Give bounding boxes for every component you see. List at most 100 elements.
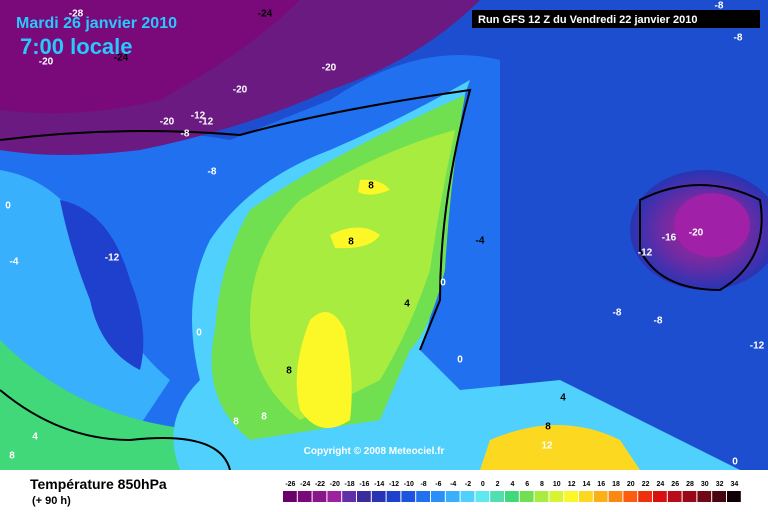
legend-swatch — [327, 491, 342, 502]
legend-swatch — [727, 491, 741, 502]
contour-label: 4 — [404, 299, 410, 310]
legend-swatch — [445, 491, 460, 502]
legend-label: 8 — [540, 481, 544, 488]
legend-swatch — [490, 491, 504, 502]
contour-label: -28 — [69, 9, 84, 20]
legend-swatch — [431, 491, 445, 502]
contour-label: -8 — [715, 1, 724, 12]
legend-swatch — [653, 491, 667, 502]
contour-label: -4 — [476, 236, 485, 247]
time-title: 7:00 locale — [20, 34, 133, 59]
contour-label: 0 — [5, 201, 11, 212]
legend-swatch — [505, 491, 519, 502]
legend-swatch — [697, 491, 712, 502]
legend-scale: -26 -24 -22 -20 -18 -16 -14 -12 -10 -8 -6 -4 -2 0 2 4 6 8… — [283, 481, 741, 502]
legend-label: 6 — [525, 481, 529, 488]
legend-label: 28 — [686, 481, 694, 488]
legend-label: -18 — [345, 481, 355, 488]
legend-label: 16 — [597, 481, 605, 488]
contour-label: -12 — [638, 248, 653, 259]
legend-label: 0 — [481, 481, 485, 488]
contour-label: -20 — [160, 117, 175, 128]
legend-label: -20 — [330, 481, 340, 488]
legend-title: Température 850hPa — [30, 476, 167, 492]
legend-label: 32 — [716, 481, 724, 488]
contour-label: -20 — [233, 85, 248, 96]
legend-label: 30 — [701, 481, 709, 488]
contour-label: -12 — [105, 253, 120, 264]
contour-label: 8 — [233, 417, 239, 428]
copyright: Copyright © 2008 Meteociel.fr — [304, 446, 445, 457]
legend-swatch — [416, 491, 430, 502]
legend-swatch — [667, 491, 682, 502]
legend-label: 26 — [671, 481, 679, 488]
contour-label: -8 — [613, 308, 622, 319]
legend-swatch — [401, 491, 416, 502]
legend-label: -2 — [465, 481, 471, 488]
legend-label: -26 — [285, 481, 295, 488]
legend-label: -10 — [404, 481, 414, 488]
run-info: Run GFS 12 Z du Vendredi 22 janvier 2010 — [478, 14, 697, 26]
contour-label: 8 — [261, 412, 267, 423]
contour-label: 8 — [9, 451, 15, 462]
contour-label: 4 — [32, 432, 38, 443]
legend-swatch — [342, 491, 356, 502]
contour-label: -24 — [258, 9, 273, 20]
contour-label: -8 — [654, 316, 663, 327]
contour-label: 8 — [545, 422, 551, 433]
legend-swatch — [519, 491, 534, 502]
date-title: Mardi 26 janvier 2010 — [16, 15, 177, 32]
legend-label: -12 — [389, 481, 399, 488]
contour-label: -8 — [181, 129, 190, 140]
contour-label: -24 — [114, 53, 129, 64]
contour-label: 0 — [440, 278, 446, 289]
legend-label: -8 — [420, 481, 426, 488]
legend-swatch — [475, 491, 490, 502]
legend-swatch — [593, 491, 608, 502]
contour-label: -8 — [734, 33, 743, 44]
contour-label: -12 — [191, 111, 206, 122]
legend-label: -24 — [300, 481, 310, 488]
legend-swatch — [579, 491, 593, 502]
legend-label: 24 — [657, 481, 665, 488]
legend-label: -16 — [359, 481, 369, 488]
contour-label: 4 — [560, 393, 566, 404]
legend-subtitle: (+ 90 h) — [32, 495, 71, 507]
contour-label: 0 — [732, 457, 738, 468]
legend-swatch — [460, 491, 475, 502]
legend-label: 18 — [612, 481, 620, 488]
legend-swatch — [357, 491, 371, 502]
run-box — [472, 10, 760, 28]
legend-label: 22 — [642, 481, 650, 488]
contour-label: -12 — [750, 341, 765, 352]
legend-swatch — [297, 491, 312, 502]
legend-swatch — [623, 491, 638, 502]
legend-swatch — [682, 491, 697, 502]
legend-label: -6 — [435, 481, 441, 488]
contour-label: 0 — [196, 328, 202, 339]
contour-labels: -28 -24 -8 -8 -20 -24 -20 -20 -20 -12 -1… — [5, 1, 764, 468]
legend-label: 20 — [627, 481, 635, 488]
legend-swatch — [534, 491, 549, 502]
contour-label: 12 — [541, 441, 553, 452]
legend-label: -4 — [450, 481, 456, 488]
legend-swatch — [712, 491, 726, 502]
contour-label: 8 — [348, 237, 354, 248]
contour-label: -20 — [689, 228, 704, 239]
legend-swatch — [608, 491, 623, 502]
contour-label: -20 — [39, 57, 54, 68]
legend-swatch — [564, 491, 578, 502]
legend-label: -14 — [374, 481, 384, 488]
legend-swatch — [638, 491, 652, 502]
contour-label: -8 — [208, 167, 217, 178]
legend-swatch — [549, 491, 564, 502]
legend-label: -22 — [315, 481, 325, 488]
legend-swatch — [312, 491, 327, 502]
legend-label: 34 — [731, 481, 739, 488]
legend-label: 10 — [553, 481, 561, 488]
contour-label: 8 — [368, 181, 374, 192]
contour-label: -16 — [662, 233, 677, 244]
contour-label: -20 — [322, 63, 337, 74]
legend-swatch — [283, 491, 297, 502]
